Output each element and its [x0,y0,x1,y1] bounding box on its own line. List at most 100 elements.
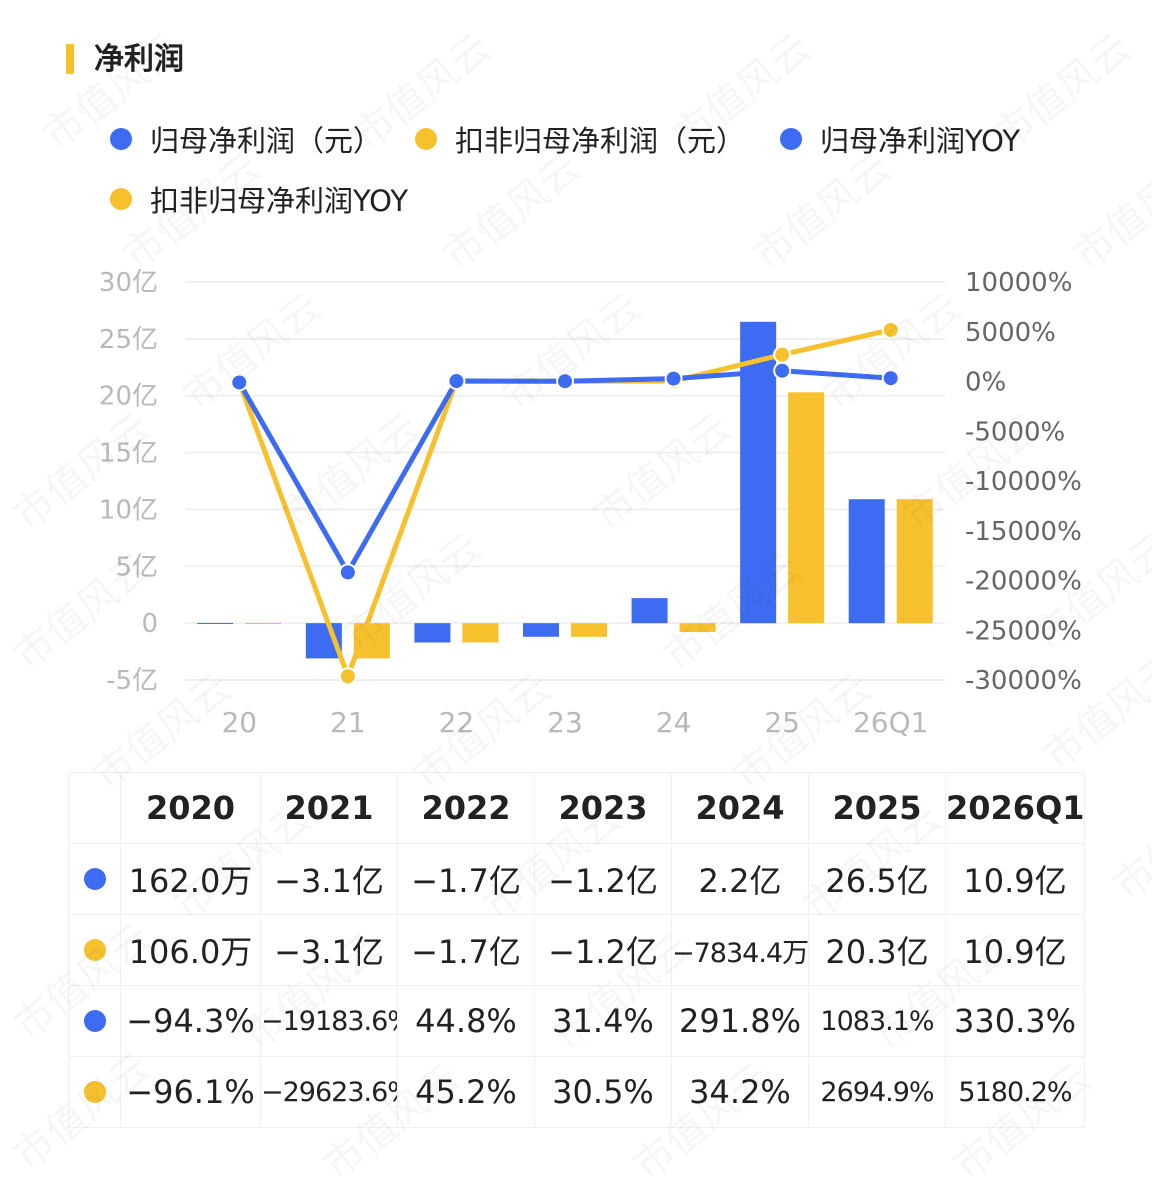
row-dot [83,939,106,961]
bar [679,623,716,633]
title-accent-bar [66,44,74,74]
table-cell: −29623.6% [260,1056,398,1128]
x-tick-label: 23 [547,706,583,739]
table-cell: 2694.9% [808,1056,946,1128]
bar [523,623,559,637]
legend-item-deducted-net-profit-yoy[interactable]: 扣非归母净利润YOY [110,178,408,220]
y-left-tick-label: 0 [141,609,158,639]
legend-item-net-profit-yoy[interactable]: 归母净利润YOY [780,118,1020,160]
table-cell: 1083.1% [808,985,946,1057]
table-cell: 26.5亿 [808,843,946,915]
x-tick-label: 20 [221,706,257,739]
table-header-cell: 2026Q1 [945,772,1085,844]
table-cell: 31.4% [534,985,672,1057]
line-point [556,372,574,391]
table-cell: 10.9亿 [945,914,1085,986]
y-left-tick-label: 25亿 [99,325,158,355]
table-header-cell: 2020 [120,772,261,844]
legend-label: 扣非归母净利润YOY [150,184,409,218]
table-row: −94.3% −19183.6% 44.8% 31.4% 291.8% 1083… [68,985,1085,1057]
bar [631,598,668,624]
table-row: 106.0万 −3.1亿 −1.7亿 −1.2亿 −7834.4万 20.3亿 … [68,914,1085,986]
line-point [773,345,792,364]
bar [848,499,885,624]
y-left-tick-label: 30亿 [99,268,158,298]
table-cell: −3.1亿 [260,914,398,986]
line-point [338,563,357,582]
bar [896,499,933,624]
table-cell: −1.2亿 [534,843,672,915]
table-cell: −7834.4万 [671,914,809,986]
legend-label: 归母净利润（元） [150,124,383,158]
bar [740,321,777,624]
legend-label: 扣非归母净利润（元） [455,124,746,158]
bar [197,622,234,624]
table-header-cell: 2021 [260,772,398,844]
row-marker [68,843,121,915]
watermark: 市值风云 [1099,767,1152,911]
y-right-tick-label: -10000% [965,467,1082,497]
table-header-cell: 2025 [808,772,946,844]
y-right-tick-label: 10000% [965,268,1072,298]
table-corner-cell [68,772,121,844]
y-left-tick-label: 5亿 [115,552,158,582]
table-cell: 34.2% [671,1056,809,1128]
table-header-row: 2020 2021 2022 2023 2024 2025 2026Q1 [68,772,1085,844]
y-right-tick-label: 5000% [965,318,1056,348]
line-point [881,320,900,339]
legend-label: 归母净利润YOY [820,124,1021,158]
table-cell: 20.3亿 [808,914,946,986]
bar [245,623,282,625]
legend-item-deducted-net-profit[interactable]: 扣非归母净利润（元） [415,118,745,160]
table-header-cell: 2022 [397,772,535,844]
y-right-tick-label: -15000% [965,517,1082,547]
line-point [773,361,792,380]
y-right-tick-label: 0% [965,368,1006,398]
line-point [230,373,249,392]
bar [462,623,499,643]
row-dot [83,1010,106,1032]
bar [414,623,451,643]
table-row: 162.0万 −3.1亿 −1.7亿 −1.2亿 2.2亿 26.5亿 10.9… [68,843,1085,915]
row-marker [68,1056,121,1128]
line-point [447,372,466,391]
table-cell: 44.8% [397,985,535,1057]
y-left-tick-label: 10亿 [99,495,158,525]
bar [788,392,825,624]
legend-dot [780,128,802,150]
x-tick-label: 26Q1 [853,706,928,739]
table-cell: 291.8% [671,985,809,1057]
data-table: 2020 2021 2022 2023 2024 2025 2026Q1 162… [68,772,1085,1128]
table-row: −96.1% −29623.6% 45.2% 30.5% 34.2% 2694.… [68,1056,1085,1128]
table-cell: 2.2亿 [671,843,809,915]
line-point [338,667,357,686]
x-tick-label: 25 [764,706,800,739]
y-left-tick-label: 15亿 [99,439,158,469]
y-left-tick-label: -5亿 [106,666,158,696]
row-dot [83,1081,106,1103]
page-title: 净利润 [94,42,184,77]
table-cell: 162.0万 [120,843,261,915]
table-cell: −3.1亿 [260,843,398,915]
x-tick-label: 22 [439,706,475,739]
table-header-cell: 2024 [671,772,809,844]
table-header-cell: 2023 [534,772,672,844]
legend-dot [110,188,132,210]
legend-item-net-profit[interactable]: 归母净利润（元） [110,118,382,160]
x-tick-label: 21 [330,706,366,739]
table-cell: −96.1% [120,1056,261,1128]
row-marker [68,914,121,986]
x-tick-label: 24 [656,706,692,739]
table-cell: −19183.6% [260,985,398,1057]
table-cell: −1.7亿 [397,914,535,986]
table-cell: 5180.2% [945,1056,1085,1128]
row-marker [68,985,121,1057]
table-cell: 330.3% [945,985,1085,1057]
table-cell: −94.3% [120,985,261,1057]
y-right-tick-label: -30000% [965,666,1082,696]
table-cell: −1.2亿 [534,914,672,986]
legend-dot [110,128,132,150]
line-point [881,369,900,388]
y-right-tick-label: -5000% [965,417,1065,447]
bar [571,623,607,637]
